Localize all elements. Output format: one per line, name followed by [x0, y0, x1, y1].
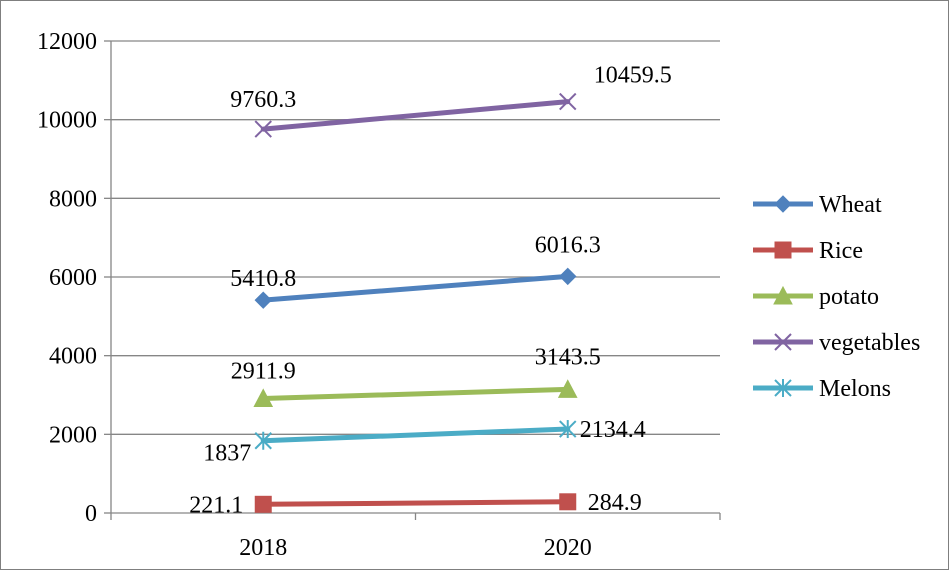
legend-label: potato	[819, 284, 879, 310]
legend-marker	[774, 241, 792, 259]
data-label-melons: 1837	[203, 441, 251, 467]
legend-item-rice: Rice	[753, 238, 863, 264]
data-point-vegetables	[559, 92, 577, 111]
data-point-wheat	[254, 291, 272, 309]
data-label-wheat: 6016.3	[535, 232, 601, 258]
data-point-melons	[559, 420, 577, 439]
data-label-potato: 3143.5	[535, 344, 601, 370]
data-label-wheat: 5410.8	[230, 266, 296, 292]
legend-label: Wheat	[819, 192, 882, 218]
axes: 0 2000 4000 6000 8000 10000 12000 2018 2020	[37, 29, 721, 561]
y-tick-label: 4000	[49, 344, 97, 370]
legend-item-wheat: Wheat	[753, 192, 882, 218]
data-point-rice	[559, 493, 577, 511]
legend-marker	[773, 285, 793, 305]
data-point-wheat	[559, 267, 577, 286]
legend-label: Melons	[819, 376, 891, 402]
series	[253, 92, 578, 513]
y-tick-label: 10000	[37, 108, 97, 134]
data-label-rice: 284.9	[588, 490, 642, 516]
data-label-vegetables: 10459.5	[594, 63, 672, 89]
y-tick-label: 2000	[49, 422, 97, 448]
legend-marker	[774, 333, 792, 351]
legend-label: vegetables	[819, 330, 920, 356]
series-line-vegetables	[260, 99, 571, 132]
data-labels: 5410.8 6016.3 221.1 284.9 2911.9 3143.5 9760.3…	[189, 63, 672, 519]
data-point-melons	[254, 431, 272, 450]
legend-item-vegetables: vegetables	[753, 330, 920, 356]
gridlines	[111, 40, 720, 435]
y-tick-label: 0	[85, 501, 97, 527]
data-point-potato	[253, 388, 274, 407]
y-tick-label: 6000	[49, 265, 97, 291]
x-tick-label: 2018	[239, 535, 287, 561]
y-tick-label: 12000	[37, 29, 97, 55]
legend-marker	[774, 195, 792, 213]
data-point-potato	[557, 379, 578, 398]
y-tick-label: 8000	[49, 186, 97, 212]
x-tick-label: 2020	[544, 535, 592, 561]
series-line-wheat	[260, 273, 571, 303]
data-label-rice: 221.1	[189, 492, 243, 518]
data-label-potato: 2911.9	[231, 358, 296, 384]
series-line-rice	[260, 499, 571, 507]
legend-label: Rice	[819, 238, 863, 264]
legend: Wheat Rice potato vegetables Melons	[753, 192, 920, 402]
legend-item-potato: potato	[753, 284, 879, 310]
legend-item-melons: Melons	[753, 376, 891, 402]
data-point-rice	[254, 495, 272, 513]
series-line-melons	[260, 426, 571, 444]
series-line-potato	[260, 386, 571, 401]
legend-marker	[774, 379, 792, 397]
data-label-melons: 2134.4	[580, 417, 646, 443]
data-point-vegetables	[254, 120, 272, 138]
data-label-vegetables: 9760.3	[230, 87, 296, 113]
